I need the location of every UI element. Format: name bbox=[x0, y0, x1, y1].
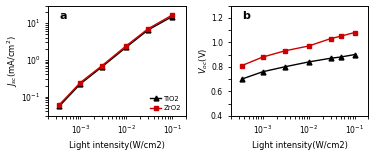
TiO2 bbox=[78, 83, 82, 85]
ZrO2 bbox=[100, 65, 104, 66]
TiO2 bbox=[57, 105, 62, 107]
X-axis label: Light intensity(W/cm2): Light intensity(W/cm2) bbox=[252, 141, 347, 150]
TiO2 bbox=[124, 46, 128, 48]
TiO2 bbox=[170, 16, 174, 18]
Legend: TiO2, ZrO2: TiO2, ZrO2 bbox=[149, 94, 183, 112]
Line: ZrO2: ZrO2 bbox=[57, 13, 175, 107]
Text: b: b bbox=[242, 11, 249, 21]
X-axis label: Light intensity(W/cm2): Light intensity(W/cm2) bbox=[69, 141, 165, 150]
Y-axis label: $V_{oc}$(V): $V_{oc}$(V) bbox=[197, 48, 209, 74]
Y-axis label: $J_{sc}$(mA/cm$^2$): $J_{sc}$(mA/cm$^2$) bbox=[6, 35, 20, 87]
Text: a: a bbox=[59, 11, 67, 21]
Line: TiO2: TiO2 bbox=[57, 14, 175, 109]
ZrO2 bbox=[146, 28, 150, 30]
ZrO2 bbox=[57, 104, 62, 106]
ZrO2 bbox=[78, 82, 82, 84]
ZrO2 bbox=[170, 14, 174, 16]
TiO2 bbox=[100, 66, 104, 68]
TiO2 bbox=[146, 29, 150, 31]
ZrO2 bbox=[124, 45, 128, 47]
